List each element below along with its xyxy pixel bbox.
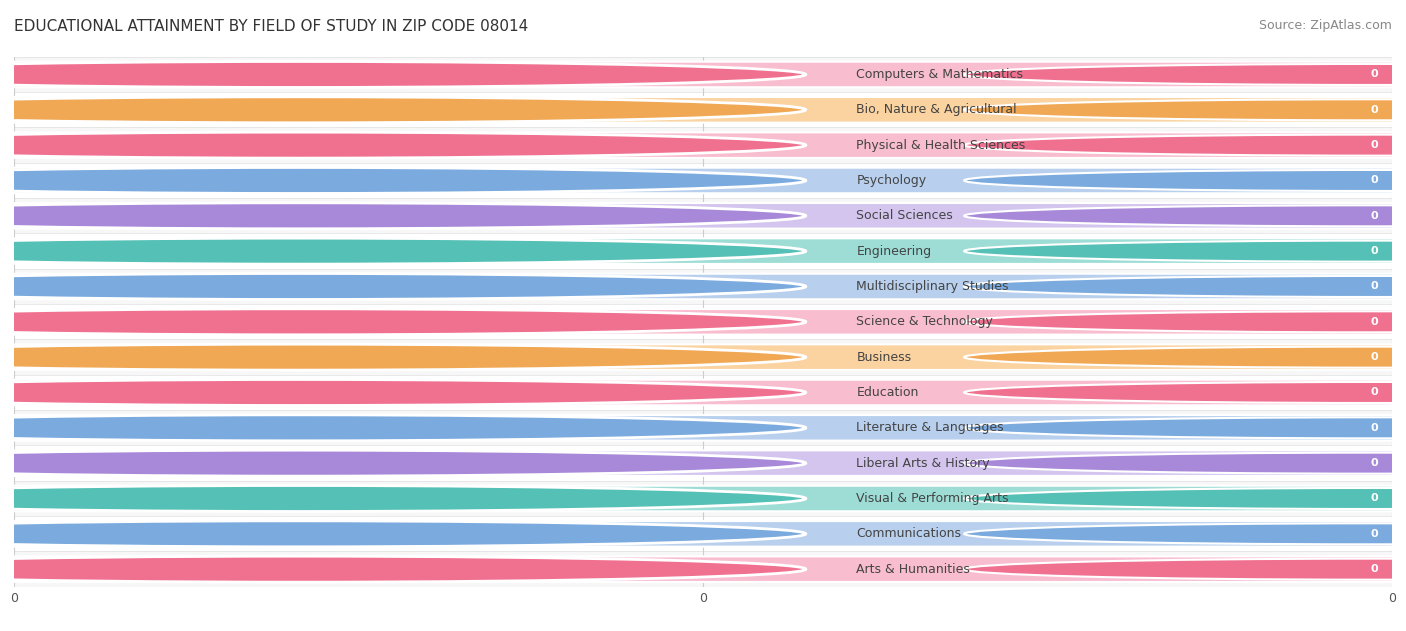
Circle shape: [965, 346, 1406, 368]
Text: 0: 0: [1371, 529, 1378, 539]
Circle shape: [965, 382, 1406, 403]
Bar: [14, 410, 1392, 445]
Text: Bio, Nature & Agricultural: Bio, Nature & Agricultural: [856, 103, 1017, 116]
Bar: [14, 57, 1392, 92]
Circle shape: [965, 276, 1406, 297]
Circle shape: [0, 521, 806, 547]
Text: Visual & Performing Arts: Visual & Performing Arts: [856, 492, 1010, 505]
Text: 0: 0: [1371, 387, 1378, 398]
Text: EDUCATIONAL ATTAINMENT BY FIELD OF STUDY IN ZIP CODE 08014: EDUCATIONAL ATTAINMENT BY FIELD OF STUDY…: [14, 19, 529, 34]
FancyBboxPatch shape: [4, 239, 1402, 264]
Text: 0: 0: [1371, 140, 1378, 150]
FancyBboxPatch shape: [4, 380, 1402, 405]
Circle shape: [0, 238, 806, 264]
Bar: [14, 233, 1392, 269]
Text: Business: Business: [856, 351, 911, 363]
Text: Physical & Health Sciences: Physical & Health Sciences: [856, 139, 1026, 151]
Text: 0: 0: [1371, 69, 1378, 80]
Text: Multidisciplinary Studies: Multidisciplinary Studies: [856, 280, 1010, 293]
Circle shape: [0, 309, 806, 335]
Circle shape: [0, 61, 806, 88]
Circle shape: [965, 488, 1406, 509]
Text: Social Sciences: Social Sciences: [856, 209, 953, 222]
FancyBboxPatch shape: [4, 97, 1402, 122]
Circle shape: [0, 556, 806, 582]
Circle shape: [0, 485, 806, 512]
Text: Source: ZipAtlas.com: Source: ZipAtlas.com: [1258, 19, 1392, 32]
Text: 0: 0: [1371, 458, 1378, 468]
FancyBboxPatch shape: [4, 486, 1402, 511]
Circle shape: [965, 64, 1406, 85]
Circle shape: [0, 203, 806, 229]
FancyBboxPatch shape: [4, 415, 1402, 440]
Circle shape: [965, 205, 1406, 227]
FancyBboxPatch shape: [4, 521, 1402, 546]
Text: 0: 0: [1371, 175, 1378, 186]
Text: Liberal Arts & History: Liberal Arts & History: [856, 457, 990, 469]
Circle shape: [0, 450, 806, 476]
Circle shape: [965, 558, 1406, 580]
Text: 0: 0: [1371, 246, 1378, 256]
Circle shape: [0, 167, 806, 194]
Circle shape: [965, 523, 1406, 545]
Bar: [14, 92, 1392, 127]
Circle shape: [0, 132, 806, 158]
Circle shape: [965, 452, 1406, 474]
Circle shape: [0, 97, 806, 123]
Text: Psychology: Psychology: [856, 174, 927, 187]
Circle shape: [0, 415, 806, 441]
Text: 0: 0: [1371, 352, 1378, 362]
Circle shape: [965, 240, 1406, 262]
Bar: [14, 445, 1392, 481]
Circle shape: [0, 273, 806, 300]
Text: 0: 0: [1371, 423, 1378, 433]
Text: Education: Education: [856, 386, 920, 399]
Text: 0: 0: [1371, 211, 1378, 221]
Bar: [14, 304, 1392, 339]
Circle shape: [965, 170, 1406, 191]
Bar: [14, 339, 1392, 375]
FancyBboxPatch shape: [4, 274, 1402, 299]
Circle shape: [965, 134, 1406, 156]
FancyBboxPatch shape: [4, 345, 1402, 370]
Bar: [14, 198, 1392, 233]
Text: Engineering: Engineering: [856, 245, 932, 257]
Text: Science & Technology: Science & Technology: [856, 316, 993, 328]
Circle shape: [965, 311, 1406, 333]
FancyBboxPatch shape: [4, 62, 1402, 87]
Circle shape: [965, 417, 1406, 439]
FancyBboxPatch shape: [4, 168, 1402, 193]
Bar: [14, 481, 1392, 516]
FancyBboxPatch shape: [4, 557, 1402, 582]
Circle shape: [0, 379, 806, 406]
Text: Computers & Mathematics: Computers & Mathematics: [856, 68, 1024, 81]
Bar: [14, 269, 1392, 304]
Text: Communications: Communications: [856, 528, 962, 540]
Bar: [14, 516, 1392, 551]
Circle shape: [0, 344, 806, 370]
Bar: [14, 375, 1392, 410]
Text: 0: 0: [1371, 317, 1378, 327]
FancyBboxPatch shape: [4, 133, 1402, 158]
Text: 0: 0: [1371, 564, 1378, 574]
FancyBboxPatch shape: [4, 203, 1402, 228]
Text: 0: 0: [1371, 105, 1378, 115]
FancyBboxPatch shape: [4, 451, 1402, 476]
Bar: [14, 551, 1392, 587]
FancyBboxPatch shape: [4, 309, 1402, 334]
Text: Arts & Humanities: Arts & Humanities: [856, 563, 970, 575]
Text: Literature & Languages: Literature & Languages: [856, 422, 1004, 434]
Circle shape: [965, 99, 1406, 121]
Bar: [14, 163, 1392, 198]
Bar: [14, 127, 1392, 163]
Text: 0: 0: [1371, 493, 1378, 504]
Text: 0: 0: [1371, 281, 1378, 292]
